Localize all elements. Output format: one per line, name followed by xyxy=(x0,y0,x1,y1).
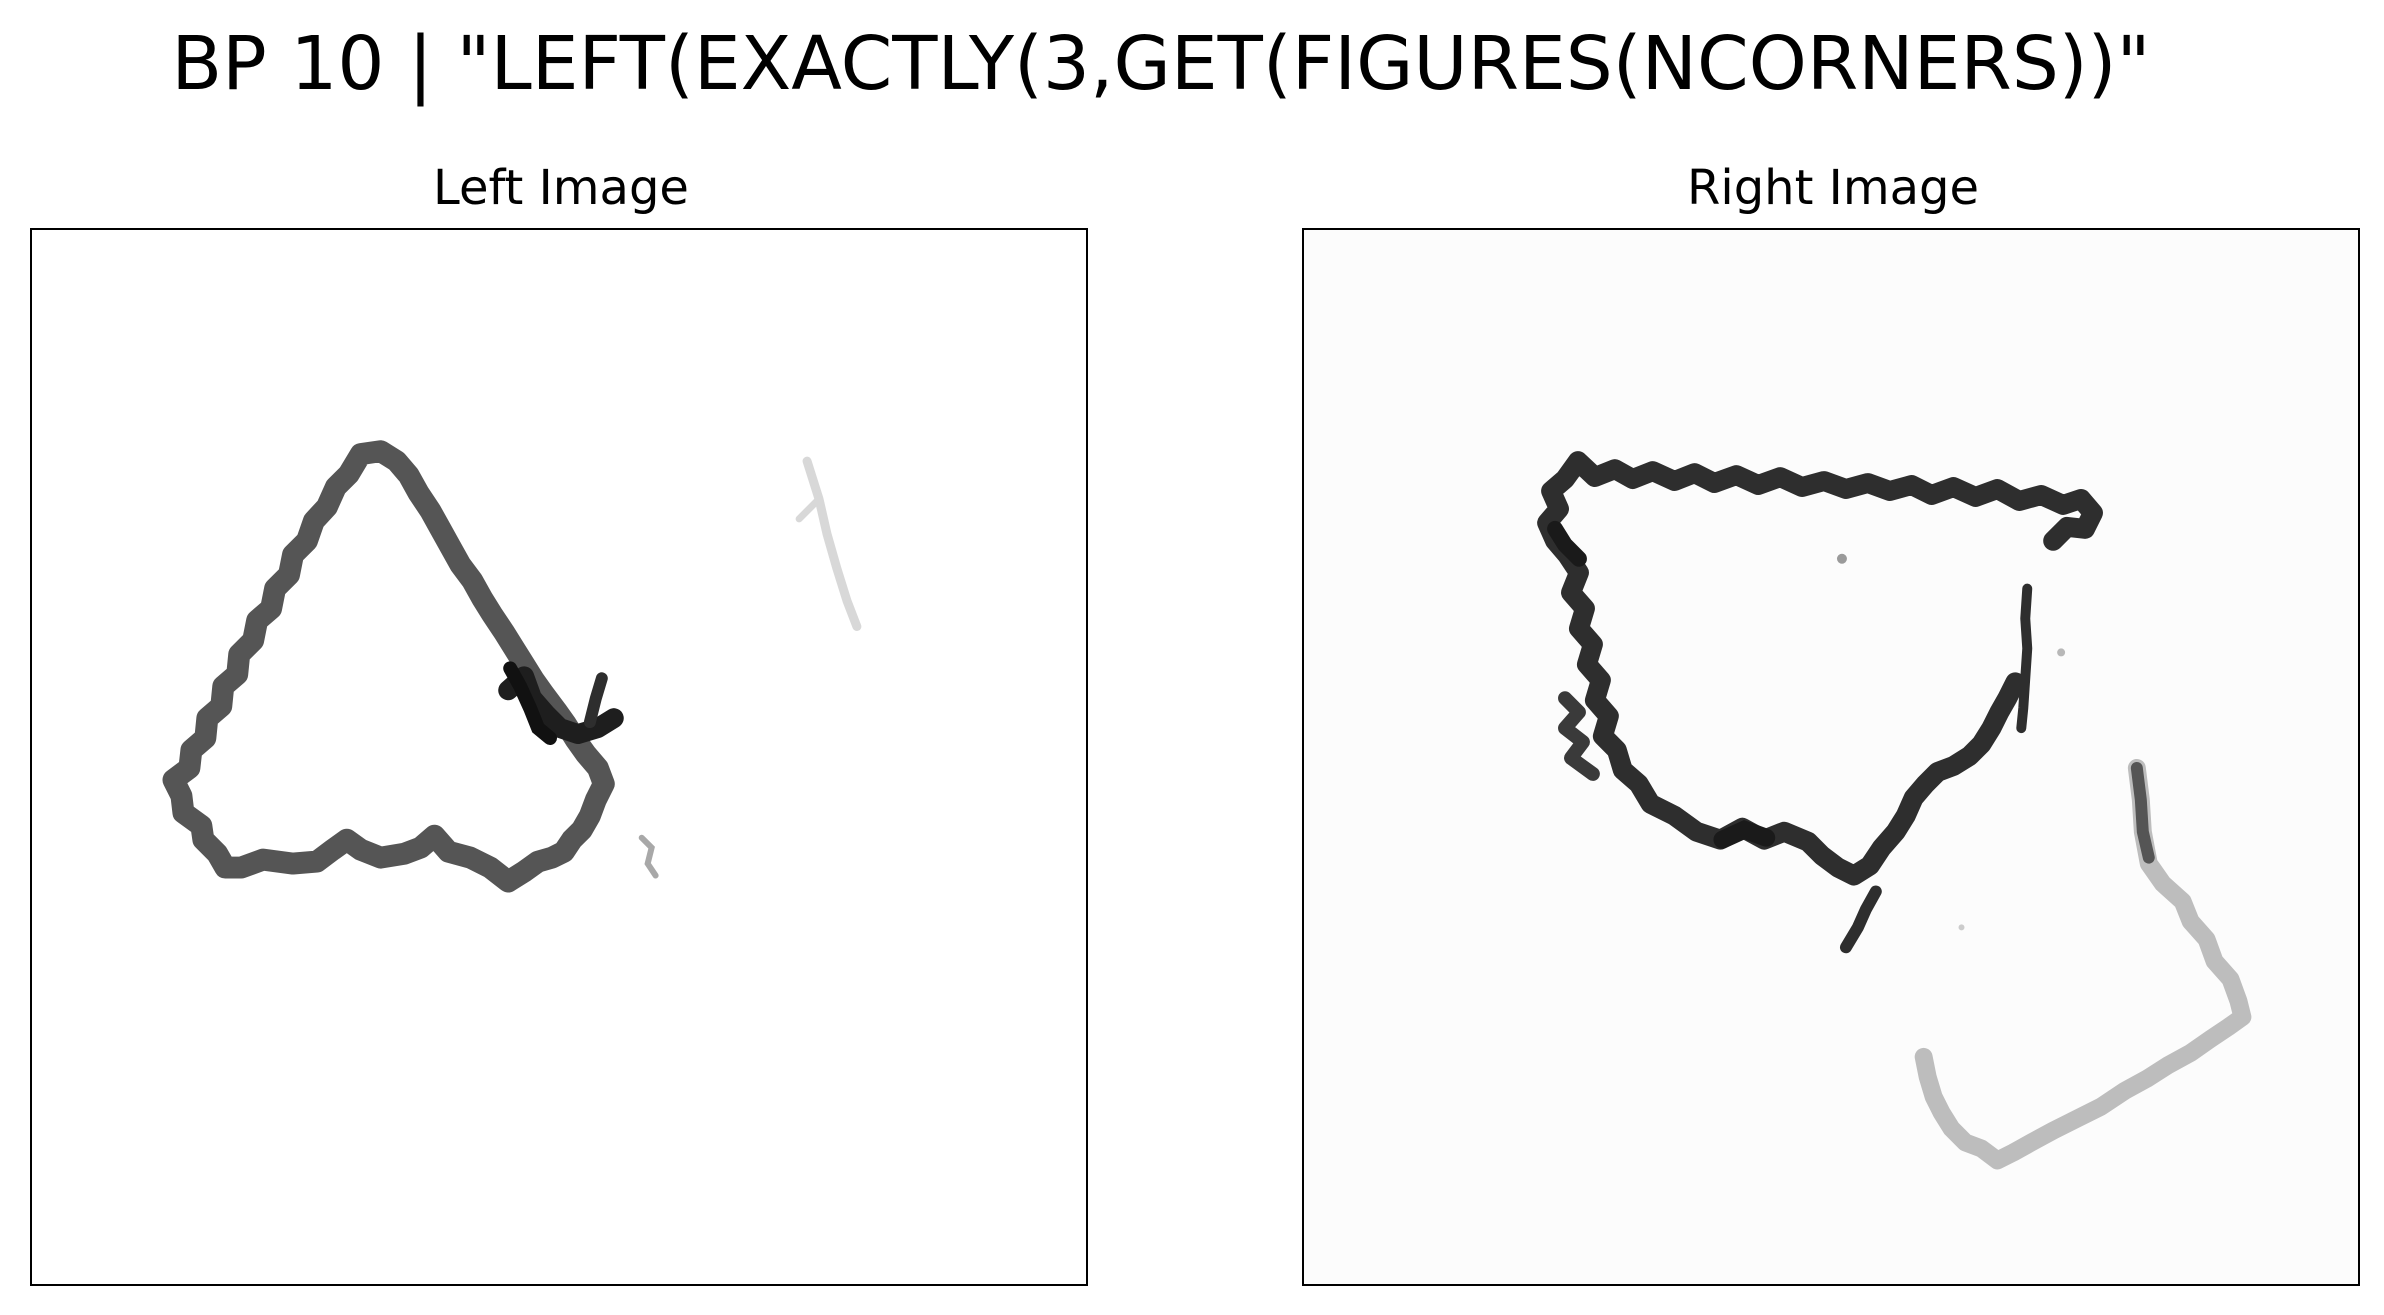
speck xyxy=(1836,553,1847,564)
faint-stroke xyxy=(802,456,862,631)
light-gray-shape-dark-top xyxy=(2130,761,2155,864)
dark-spine xyxy=(503,661,558,746)
quadrilateral-left-wiggle xyxy=(1558,691,1600,781)
quadrilateral-vertical-stroke xyxy=(2016,583,2033,734)
right-image-canvas xyxy=(1537,451,2252,1170)
faint-stroke-branch xyxy=(795,495,823,523)
quadrilateral-shape xyxy=(1537,451,2103,886)
left-panel-title: Left Image xyxy=(433,160,689,216)
right-panel-title: Right Image xyxy=(1687,160,1979,216)
speck xyxy=(1958,924,1965,931)
figure-title: BP 10 | "LEFT(EXACTLY(3,GET(FIGURES(NCOR… xyxy=(171,21,2151,107)
speck xyxy=(2057,648,2066,657)
light-gray-shape xyxy=(1914,758,2252,1170)
quadrilateral-dark-corner xyxy=(1547,520,1587,567)
inner-speck xyxy=(638,834,659,879)
left-image-canvas xyxy=(162,440,862,893)
dark-blob xyxy=(498,666,624,745)
triangle-shape xyxy=(162,440,615,893)
left-image-panel xyxy=(30,228,1088,1286)
dark-tail xyxy=(583,672,608,729)
quadrilateral-branch xyxy=(1839,885,1882,954)
quadrilateral-dark-bottom xyxy=(1713,820,1776,849)
right-image-panel xyxy=(1302,228,2360,1286)
